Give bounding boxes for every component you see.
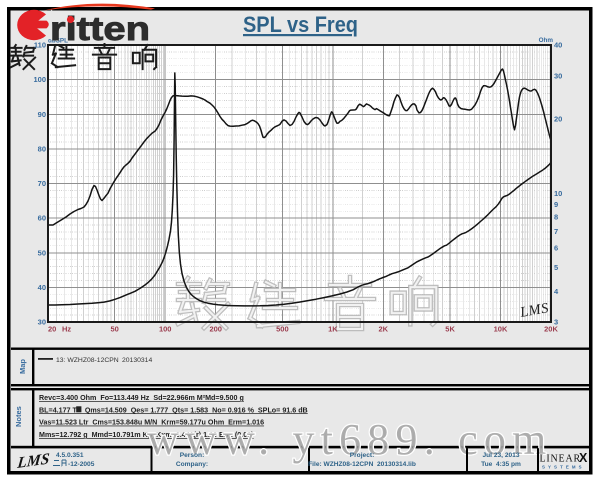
svg-text:30: 30 [554,71,562,80]
svg-text:X: X [579,451,588,465]
svg-text:File: WZHZ08-12CPN 20130314.l: File: WZHZ08-12CPN 20130314.lib [308,461,416,468]
svg-text:Map: Map [18,359,27,374]
svg-text:500: 500 [276,325,289,334]
svg-text:Revc=3.400 Ohm Fo=113.449 Hz: Revc=3.400 Ohm Fo=113.449 Hz Sd=22.966m … [39,394,244,402]
svg-text:-12-2005: -12-2005 [68,461,95,468]
svg-text:Mms=12.792 g Mmd=10.791m Kg: Mms=12.792 g Mmd=10.791m Kg Kxm=6.441(r)… [39,431,254,439]
svg-text:4.5.0.351: 4.5.0.351 [56,452,84,459]
svg-text:20: 20 [48,325,56,334]
svg-text:LMS: LMS [518,300,550,321]
svg-text:10: 10 [554,189,562,198]
svg-text:40: 40 [38,283,46,292]
svg-text:Company:: Company: [176,461,208,468]
svg-text:100: 100 [33,75,46,84]
svg-text:Jul 23, 2013: Jul 23, 2013 [482,452,519,459]
svg-text:1K: 1K [328,325,338,334]
svg-text:20130314: 20130314 [122,357,152,364]
svg-text:80: 80 [38,145,46,154]
svg-text:50: 50 [111,325,119,334]
svg-text:20: 20 [554,115,562,124]
svg-text:8: 8 [554,213,558,222]
svg-text:110: 110 [34,41,46,50]
svg-text:Tue 4:35 pm: Tue 4:35 pm [481,461,521,468]
svg-text:40: 40 [554,41,562,50]
svg-text:13: WZHZ08-12CPN: 13: WZHZ08-12CPN [56,357,119,364]
svg-text:Project:: Project: [350,452,375,459]
svg-text:100: 100 [159,325,172,334]
svg-text:5: 5 [554,263,558,272]
svg-text:www. yt689. com: www. yt689. com [147,415,552,464]
svg-text:5K: 5K [445,325,455,334]
svg-text:50: 50 [38,248,46,257]
svg-text:Ohm: Ohm [539,37,554,44]
svg-text:Notes: Notes [14,406,23,427]
svg-text:SPL vs Freq: SPL vs Freq [243,12,358,37]
svg-text:6: 6 [554,244,558,253]
svg-text:Hz: Hz [62,325,71,334]
svg-text:20K: 20K [544,325,558,334]
svg-text:SYSTEMS: SYSTEMS [542,465,585,470]
svg-text:dbSPL: dbSPL [48,38,68,45]
svg-text:60: 60 [38,214,46,223]
svg-text:4: 4 [554,287,559,296]
svg-text:Person:: Person: [180,452,205,459]
svg-text:9: 9 [554,200,558,209]
svg-text:200: 200 [209,325,222,334]
svg-text:30: 30 [38,318,46,327]
svg-text:LMS: LMS [16,450,51,472]
svg-text:BL=4.177 T Qms=14.509 Qes=: BL=4.177 T Qms=14.509 Qes= 1.777 Qts= 1.… [39,406,308,414]
svg-text:10K: 10K [494,325,508,334]
svg-text:LINEAR: LINEAR [540,454,581,465]
svg-text:70: 70 [38,179,46,188]
svg-text:7: 7 [554,227,558,236]
svg-text:3: 3 [554,318,558,327]
svg-text:Vas=11.523 Ltr Cms=153.848u M: Vas=11.523 Ltr Cms=153.848u M/N Krm=59.1… [39,419,264,427]
svg-text:ritten: ritten [50,10,150,47]
svg-text:2K: 2K [379,325,389,334]
svg-text:90: 90 [38,110,46,119]
